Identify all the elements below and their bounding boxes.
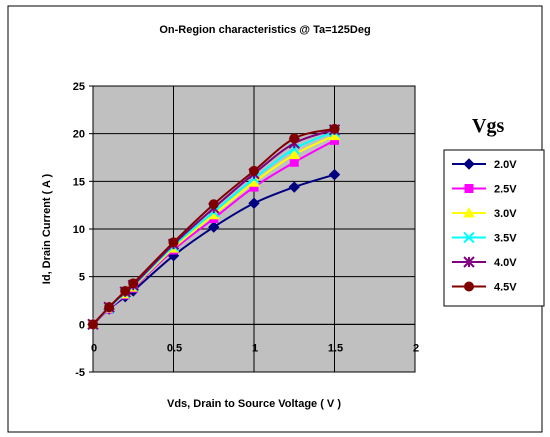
legend-title: Vgs — [472, 115, 504, 137]
x-tick-label: 2 — [413, 342, 419, 354]
data-point — [168, 237, 179, 248]
legend-label: 2.0V — [494, 159, 517, 171]
legend-item: 4.5V — [452, 281, 517, 294]
legend-item: 3.5V — [452, 231, 517, 245]
data-point — [88, 319, 98, 330]
y-tick-label: -5 — [75, 367, 85, 379]
data-point — [128, 278, 139, 289]
x-tick-label: 0.5 — [167, 342, 182, 354]
y-axis-label: Id, Drain Current ( A ) — [41, 173, 53, 284]
x-tick-label: 1 — [252, 342, 258, 354]
legend-item: 2.5V — [452, 184, 517, 196]
data-point — [329, 123, 340, 134]
y-tick-label: 0 — [79, 319, 85, 331]
data-point — [289, 133, 300, 144]
y-tick-label: 10 — [73, 224, 85, 236]
data-point — [208, 221, 220, 233]
data-point — [208, 199, 219, 210]
legend-item: 3.0V — [452, 206, 517, 220]
legend-label: 2.5V — [494, 184, 517, 196]
y-tick-label: 20 — [73, 129, 85, 141]
legend-swatch-marker — [463, 231, 475, 244]
tick-layer: 0 0.5 1 1.5 2 -5 0 5 10 15 20 25 — [73, 81, 419, 379]
legend-swatch-marker — [463, 256, 475, 268]
legend-box — [443, 149, 545, 307]
data-point — [288, 181, 300, 193]
legend-label: 4.0V — [494, 257, 517, 269]
legend-label: 3.0V — [494, 208, 517, 220]
data-point — [248, 197, 260, 209]
x-tick-label: 0 — [91, 342, 97, 354]
legend-label: 4.5V — [494, 282, 517, 294]
series-4.5V — [88, 123, 340, 330]
legend: 2.0V 2.5V 3.0V 3.5V 4.0V 4.5V — [443, 149, 545, 307]
legend-item: 4.0V — [452, 256, 517, 269]
y-tick-label: 5 — [79, 272, 85, 284]
x-tick-label: 1.5 — [328, 342, 343, 354]
y-tick-label: 25 — [73, 81, 85, 93]
data-point — [104, 302, 115, 313]
legend-label: 3.5V — [494, 233, 517, 245]
series-layer — [87, 123, 341, 331]
y-tick-label: 15 — [73, 176, 85, 188]
legend-swatch-marker — [464, 281, 474, 292]
data-point — [249, 165, 259, 176]
x-axis-label: Vds, Drain to Source Voltage ( V ) — [167, 398, 341, 410]
data-point — [120, 285, 131, 296]
chart-title: On-Region characteristics @ Ta=125Deg — [159, 24, 370, 36]
legend-swatch-marker — [464, 184, 474, 193]
data-point — [289, 157, 299, 167]
data-point — [288, 148, 301, 160]
legend-item: 2.0V — [452, 158, 517, 171]
legend-swatch-marker — [463, 206, 475, 218]
data-point — [328, 168, 341, 181]
legend-swatch-marker — [463, 158, 475, 170]
